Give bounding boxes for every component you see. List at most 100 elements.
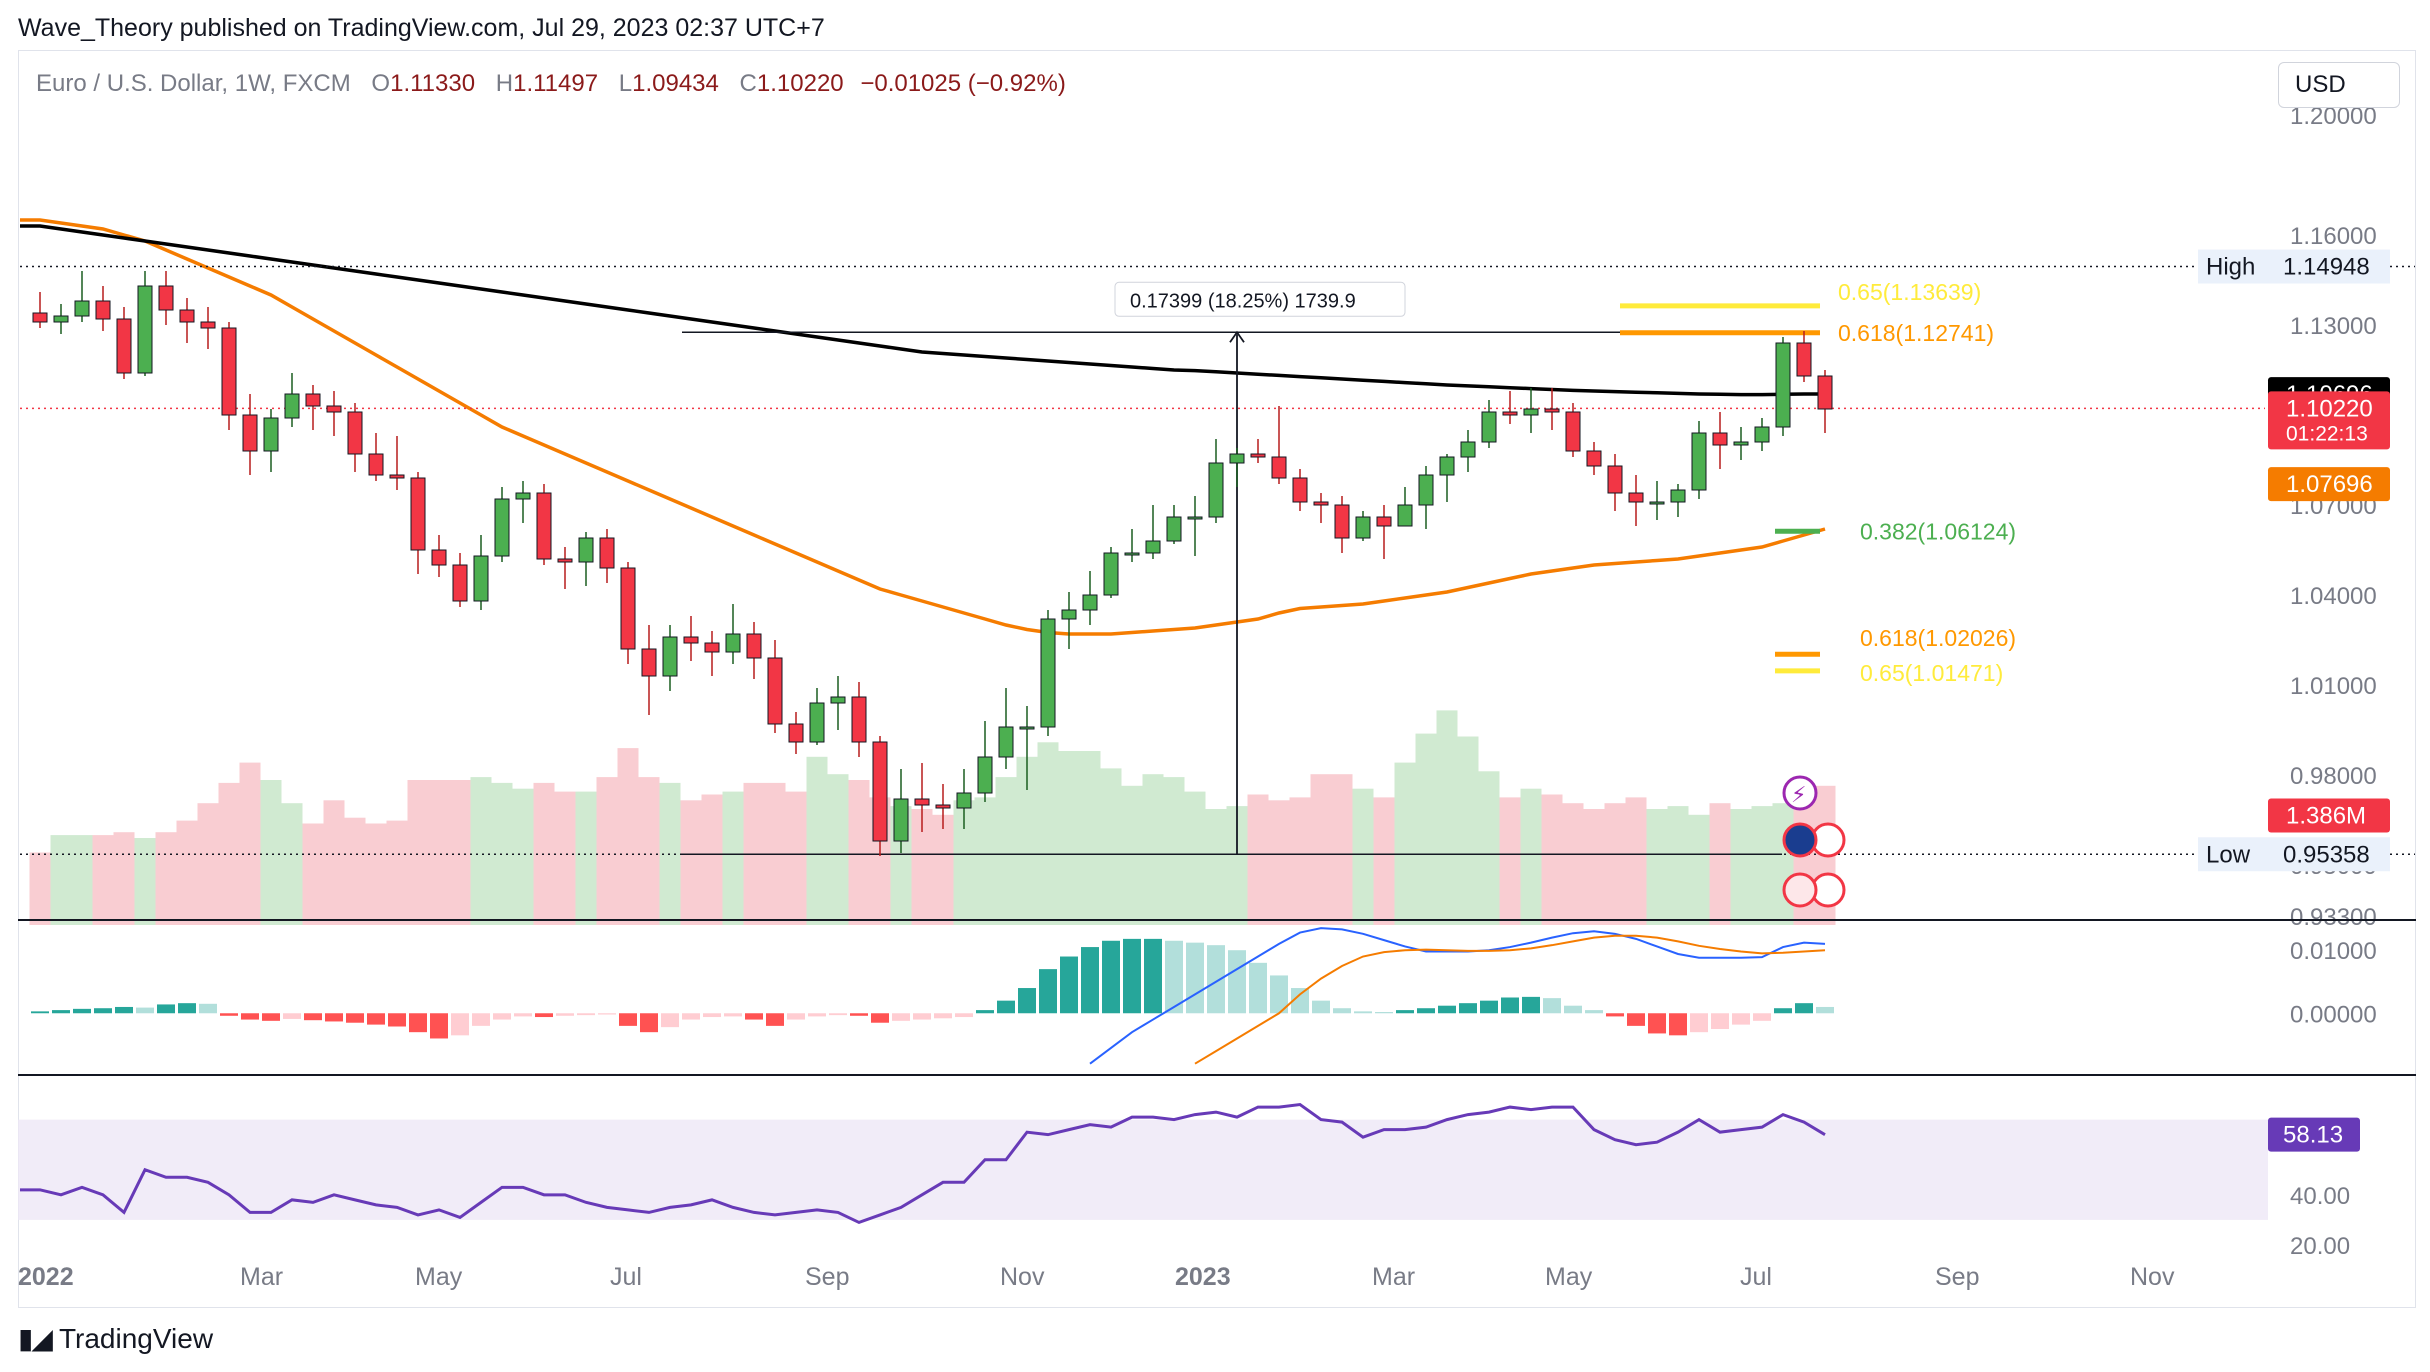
us-flag-event-icon (1782, 872, 1818, 908)
volume-bar (1394, 762, 1416, 925)
volume-bar (1457, 736, 1479, 925)
rsi-value-badge (2268, 1117, 2360, 1152)
macd-histogram-bar (556, 1013, 574, 1016)
price-badge (2268, 391, 2390, 450)
macd-histogram-bar (892, 1013, 910, 1021)
price-tick: 1.04000 (2290, 583, 2377, 610)
macd-histogram-bar (73, 1008, 91, 1014)
publisher-attribution: Wave_Theory published on TradingView.com… (18, 14, 825, 42)
volume-bar (575, 791, 597, 925)
macd-histogram-bar (1480, 1000, 1498, 1014)
candle-body (788, 723, 804, 743)
close-label: C (739, 70, 757, 97)
macd-histogram-bar (1249, 962, 1267, 1014)
candle-body (1544, 408, 1560, 413)
candle-body (347, 411, 363, 455)
currency-selector[interactable]: USD (2278, 62, 2400, 108)
volume-bar (1646, 809, 1668, 925)
high-value: 1.14948 (2283, 254, 2370, 281)
macd-histogram-bar (1816, 1006, 1834, 1014)
macd-histogram-bar (241, 1013, 259, 1020)
volume-bar (1121, 785, 1143, 925)
candle-body (1229, 453, 1245, 464)
candle-body (1439, 456, 1455, 476)
volume-bar (197, 803, 219, 925)
macd-histogram-bar (1438, 1005, 1456, 1014)
price-badge-value: 1.07696 (2286, 471, 2373, 498)
low-label: L (618, 70, 633, 97)
candle-body (116, 318, 132, 374)
candle-body (662, 636, 678, 677)
volume-bar (428, 780, 450, 925)
macd-histogram-bar (1501, 997, 1519, 1014)
candle-body (452, 564, 468, 602)
macd-histogram-bar (808, 1013, 826, 1017)
macd-histogram-bar (1186, 942, 1204, 1014)
candle-body (767, 657, 783, 725)
candle-body (200, 321, 216, 329)
candle-body (1334, 504, 1350, 539)
macd-histogram-bar (745, 1013, 763, 1020)
macd-histogram-bar (1333, 1008, 1351, 1014)
volume-bar (1730, 809, 1752, 925)
low-value: 1.09434 (632, 70, 719, 97)
macd-histogram-bar (1165, 940, 1183, 1014)
volume-bar (701, 794, 723, 925)
price-tick: 1.01000 (2290, 673, 2377, 700)
macd-histogram-bar (1060, 956, 1078, 1014)
rsi-line (20, 1103, 1826, 1225)
macd-histogram-bar (850, 1013, 868, 1016)
macd-histogram-bar (871, 1013, 889, 1023)
volume-bar (1289, 797, 1311, 925)
candle-body (1040, 618, 1056, 728)
volume-bar (1247, 794, 1269, 925)
volume-bar (1226, 806, 1248, 925)
symbol-legend: Euro / U.S. Dollar, 1W, FXCM O1.11330 H1… (36, 70, 1066, 98)
fib-label: 0.65(1.01471) (1860, 660, 2003, 686)
time-axis-label: Sep (1935, 1263, 1979, 1291)
footer-brand: TradingView (58, 1322, 214, 1354)
volume-bar (1583, 809, 1605, 925)
macd-histogram-bar (1522, 996, 1540, 1014)
macd-histogram-bar (1123, 938, 1141, 1014)
macd-histogram-bar (1753, 1013, 1771, 1021)
macd-histogram-bar (367, 1013, 385, 1025)
macd-histogram-bar (1375, 1012, 1393, 1014)
macd-histogram-bar (661, 1013, 679, 1028)
candle-body (1145, 540, 1161, 554)
volume-bar (1709, 803, 1731, 925)
candle-body (410, 477, 426, 551)
volume-bar (1562, 803, 1584, 925)
low-label-box (2198, 837, 2268, 872)
candle-body (53, 315, 69, 323)
time-axis-label: Nov (2130, 1263, 2175, 1291)
close-value: 1.10220 (756, 70, 844, 97)
candle-body (95, 300, 111, 320)
macd-histogram-bar (1081, 947, 1099, 1014)
volume-bar (134, 838, 156, 925)
price-tick: 0.93300 (2290, 904, 2377, 931)
price-badge-value: 1.386M (2286, 803, 2366, 830)
time-axis-label: May (415, 1263, 463, 1291)
volume-bar (911, 809, 933, 925)
volume-bar (176, 820, 198, 925)
candle-body (179, 309, 195, 323)
high-value: 1.11497 (513, 70, 599, 97)
candle-body (935, 804, 951, 809)
low-label: Low (2206, 841, 2251, 868)
high-label: H (495, 70, 514, 97)
high-label: High (2206, 254, 2255, 281)
candle-body (557, 558, 573, 563)
candle-body (32, 312, 48, 323)
macd-histogram-bar (1039, 969, 1057, 1014)
open-value: 1.11330 (390, 70, 476, 97)
ma-50-line (20, 218, 1826, 636)
macd-histogram-bar (52, 1010, 70, 1014)
candle-body (1754, 426, 1770, 443)
candle-body (1460, 441, 1476, 458)
volume-bar (365, 823, 387, 925)
candle-body (1670, 489, 1686, 503)
volume-bar (1499, 797, 1521, 925)
eu-flag-event-icon (1782, 822, 1818, 858)
